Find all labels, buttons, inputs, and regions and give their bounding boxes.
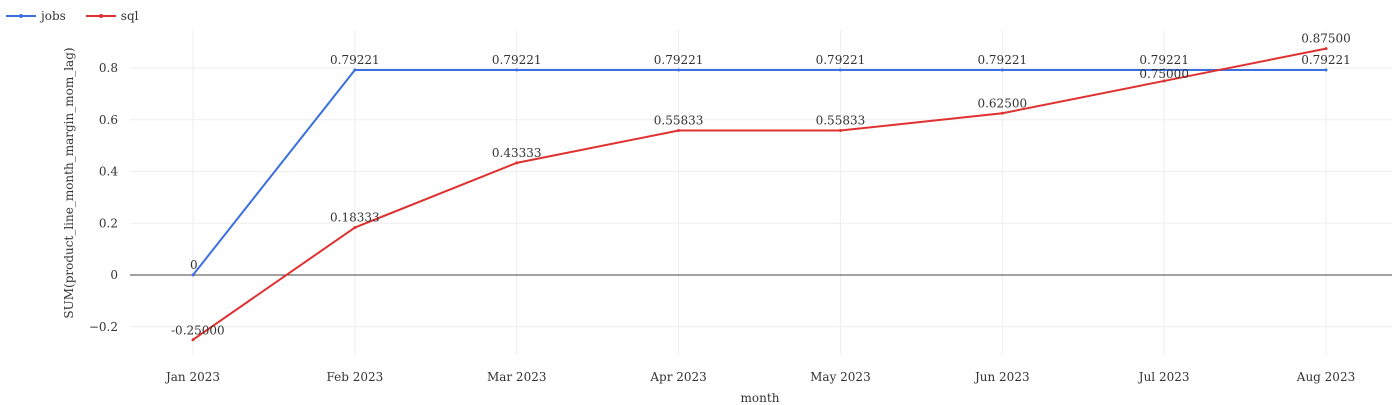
x-tick-label: Aug 2023 bbox=[1296, 370, 1355, 384]
y-tick-label: 0 bbox=[110, 268, 118, 282]
data-point-jobs bbox=[838, 68, 842, 72]
x-axis-title: month bbox=[741, 391, 780, 405]
data-point-sql bbox=[838, 129, 842, 133]
grid bbox=[130, 30, 1392, 355]
data-point-sql bbox=[1324, 47, 1328, 51]
y-tick-label: 0.6 bbox=[99, 113, 118, 127]
data-point-jobs bbox=[515, 68, 519, 72]
legend-swatch-jobs bbox=[6, 13, 36, 18]
y-tick-label: −0.2 bbox=[89, 320, 118, 334]
data-label-jobs: 0.79221 bbox=[816, 53, 866, 67]
data-label-sql: 0.43333 bbox=[492, 146, 542, 160]
data-point-sql bbox=[191, 338, 195, 342]
data-label-sql: 0.55833 bbox=[654, 114, 704, 128]
data-point-jobs bbox=[353, 68, 357, 72]
data-label-sql: -0.25000 bbox=[171, 324, 225, 338]
y-tick-label: 0.2 bbox=[99, 216, 118, 230]
data-label-sql: 0.87500 bbox=[1301, 32, 1351, 46]
x-tick-label: Jun 2023 bbox=[973, 370, 1030, 384]
legend-label-sql: sql bbox=[120, 9, 139, 23]
y-axis-title: SUM(product_line_month_margin_mom_lag) bbox=[62, 47, 76, 318]
data-label-sql: 0.75000 bbox=[1139, 67, 1189, 81]
data-label-jobs: 0.79221 bbox=[1301, 53, 1351, 67]
data-label-jobs: 0.79221 bbox=[330, 53, 380, 67]
data-point-sql bbox=[353, 226, 357, 230]
y-tick-label: 0.4 bbox=[99, 165, 118, 179]
data-label-jobs: 0.79221 bbox=[977, 53, 1027, 67]
data-point-jobs bbox=[1324, 68, 1328, 72]
data-point-jobs bbox=[191, 273, 195, 277]
data-point-sql bbox=[1000, 111, 1004, 115]
series-line-jobs bbox=[192, 69, 1326, 276]
y-tick-label: 0.8 bbox=[99, 61, 118, 75]
legend: jobs sql bbox=[6, 9, 138, 23]
axes: Jan 2023 Feb 2023 Mar 2023 Apr 2023 May 2023… bbox=[89, 61, 1392, 384]
data-point-jobs bbox=[1000, 68, 1004, 72]
x-tick-label: Apr 2023 bbox=[649, 370, 706, 384]
data-label-jobs: 0.79221 bbox=[1139, 53, 1189, 67]
series-line-sql bbox=[192, 47, 1327, 341]
data-labels: 0 0.79221 0.79221 0.79221 0.79221 0.79221 0.79… bbox=[171, 32, 1351, 338]
data-point-sql bbox=[677, 129, 681, 133]
data-label-sql: 0.55833 bbox=[816, 114, 866, 128]
data-point-jobs bbox=[1162, 68, 1166, 72]
data-label-sql: 0.18333 bbox=[330, 211, 380, 225]
legend-label-jobs: jobs bbox=[41, 9, 66, 23]
series bbox=[191, 47, 1328, 342]
x-tick-label: Feb 2023 bbox=[326, 370, 383, 384]
x-tick-label: Jul 2023 bbox=[1137, 370, 1190, 384]
legend-item-jobs[interactable]: jobs bbox=[6, 9, 66, 23]
data-point-sql bbox=[515, 161, 519, 165]
data-label-jobs: 0.79221 bbox=[654, 53, 704, 67]
data-label-jobs: 0.79221 bbox=[492, 53, 542, 67]
legend-item-sql[interactable]: sql bbox=[85, 9, 139, 23]
data-label-jobs: 0 bbox=[190, 258, 198, 272]
data-point-jobs bbox=[677, 68, 681, 72]
data-point-sql bbox=[1162, 79, 1166, 83]
x-tick-label: Mar 2023 bbox=[487, 370, 547, 384]
x-tick-label: Jan 2023 bbox=[164, 370, 220, 384]
x-tick-label: May 2023 bbox=[810, 370, 871, 384]
legend-swatch-sql bbox=[85, 13, 116, 18]
data-label-sql: 0.62500 bbox=[977, 96, 1027, 110]
